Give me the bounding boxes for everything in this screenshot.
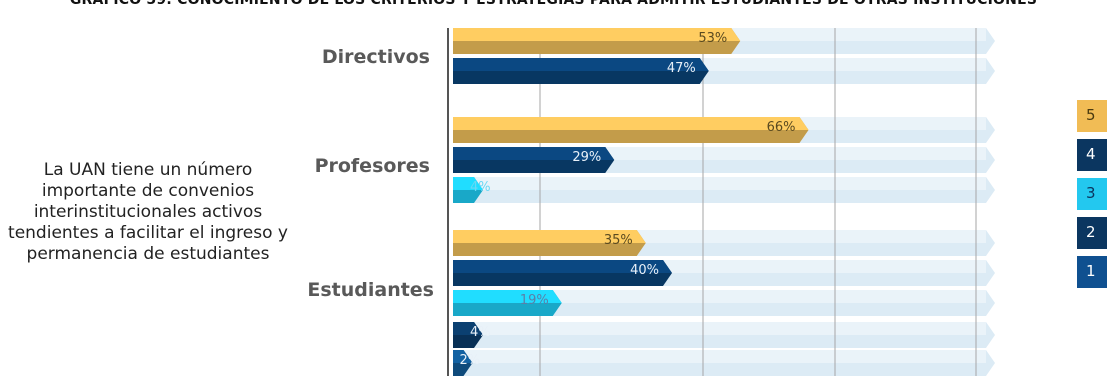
- bar-highlight: [453, 322, 483, 335]
- chart-title: GRÁFICO 59: CONOCIMIENTO DE LOS CRITERIO…: [69, 0, 1038, 8]
- data-label: 4%: [470, 325, 491, 340]
- group-labels: Directivos Profesores Estudiantes: [307, 46, 434, 301]
- data-labels: 53%47% 66% 29% 4% 35% 40% 19% 4% 2%: [460, 31, 796, 368]
- legend-item-2: 2: [1077, 217, 1107, 249]
- bar-highlight: [453, 230, 646, 243]
- data-label: 2%: [460, 353, 481, 368]
- data-label: 66%: [767, 120, 796, 135]
- bar-track-highlight: [453, 350, 986, 363]
- bar-highlight: [453, 350, 473, 363]
- bar-highlight: [453, 290, 562, 303]
- data-label: 19%: [520, 293, 549, 308]
- gridlines: [539, 28, 977, 376]
- bar-track-highlight: [453, 290, 986, 303]
- bar-track-highlight: [453, 322, 986, 335]
- bar-highlight: [453, 147, 615, 160]
- legend-item-5: 5: [1077, 100, 1107, 132]
- bar-highlight: [453, 177, 483, 190]
- legend-item-1: 1: [1077, 256, 1107, 288]
- legend-item-3: 3: [1077, 178, 1107, 210]
- data-label: 29%: [572, 150, 601, 165]
- group-label-estudiantes: Estudiantes: [307, 279, 434, 301]
- bar-highlight: [453, 28, 741, 41]
- group-label-profesores: Profesores: [315, 155, 430, 177]
- question-text: La UAN tiene un número importante de con…: [8, 160, 288, 264]
- data-label: 4%: [470, 180, 491, 195]
- bar-track-highlight: [453, 177, 986, 190]
- bar-highlight: [453, 117, 809, 130]
- data-label: 53%: [698, 31, 727, 46]
- data-label: 47%: [667, 61, 696, 76]
- data-label: 35%: [604, 233, 633, 248]
- group-label-directivos: Directivos: [322, 46, 430, 68]
- bars: [453, 28, 809, 376]
- bar-highlight: [453, 58, 709, 71]
- data-label: 40%: [630, 263, 659, 278]
- legend-item-4: 4: [1077, 139, 1107, 171]
- bar-highlight: [453, 260, 672, 273]
